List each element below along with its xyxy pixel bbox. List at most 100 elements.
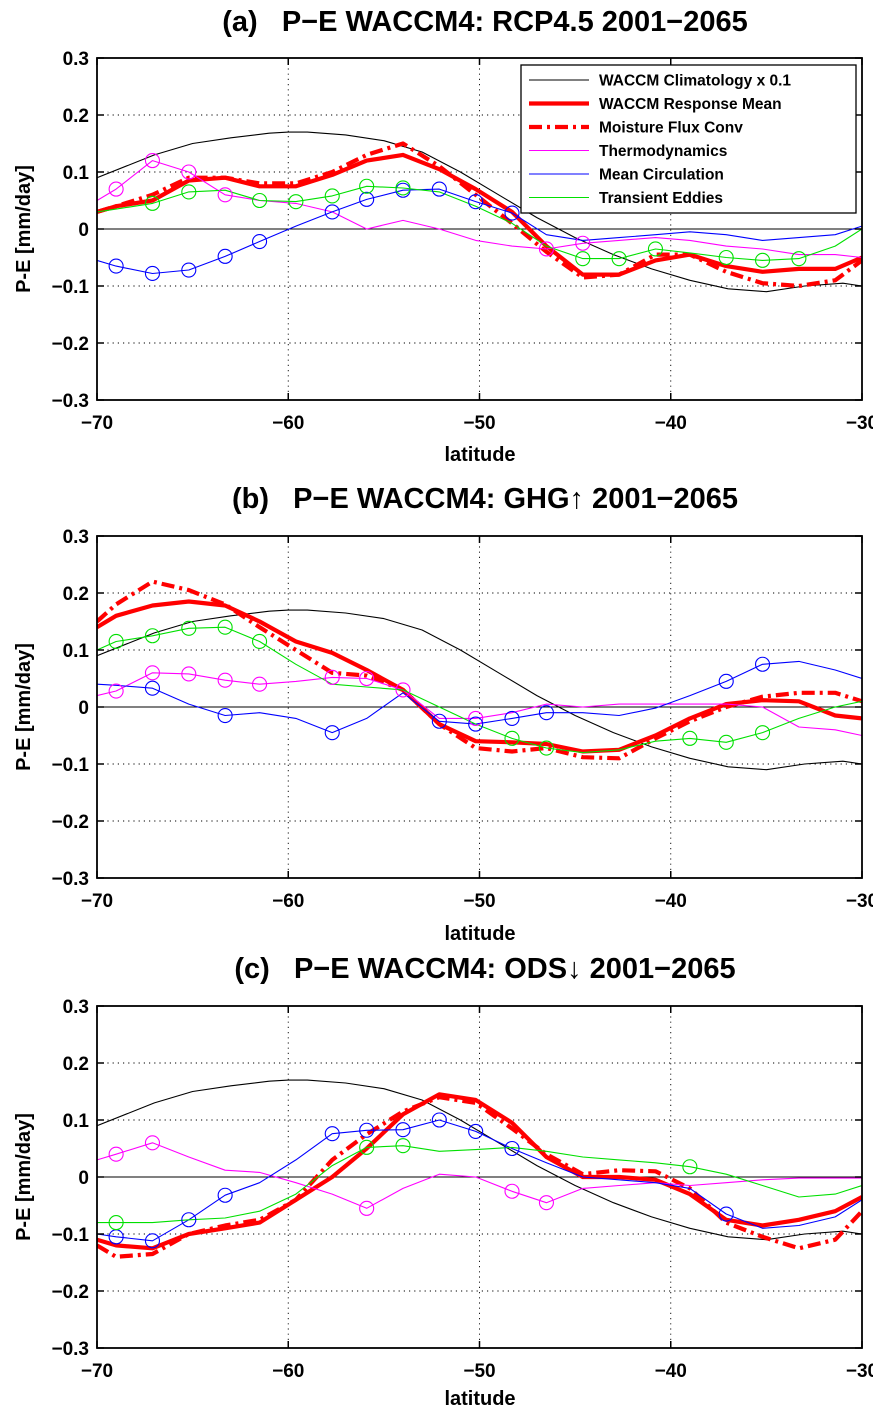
series-group — [97, 131, 862, 293]
y-tick-label: 0 — [78, 698, 89, 719]
marker-mean-circulation — [181, 1212, 197, 1228]
series-line-waccm-climatology-x-0-1 — [97, 1079, 862, 1241]
y-tick-label: 0.2 — [63, 1054, 89, 1075]
x-tick-label: −50 — [463, 891, 495, 912]
marker-mean-circulation — [324, 1126, 340, 1142]
panel-a-xlabel: latitude — [444, 444, 515, 466]
series-group — [97, 1079, 862, 1259]
marker-transient-eddies — [538, 740, 554, 756]
marker-mean-circulation — [395, 1122, 411, 1138]
marker-thermodynamics — [217, 187, 233, 203]
marker-mean-circulation — [252, 233, 268, 250]
marker-thermodynamics — [538, 241, 554, 257]
marker-thermodynamics — [359, 1200, 375, 1216]
marker-transient-eddies — [252, 192, 268, 209]
x-tick-label: −60 — [272, 891, 304, 912]
marker-mean-circulation — [431, 713, 447, 729]
y-tick-label: 0.3 — [63, 49, 89, 70]
y-tick-label: −0.3 — [51, 869, 89, 890]
marker-transient-eddies — [144, 628, 161, 644]
marker-mean-circulation — [718, 673, 734, 689]
marker-mean-circulation — [468, 194, 484, 210]
legend-label-transient-eddies: Transient Eddies — [599, 190, 723, 207]
marker-thermodynamics — [108, 181, 124, 197]
marker-transient-eddies — [108, 633, 124, 650]
y-tick-label: 0.3 — [63, 527, 89, 548]
marker-thermodynamics — [575, 235, 591, 251]
panel-c-ylabel: P-E [mm/day] — [13, 1113, 35, 1241]
marker-thermodynamics — [538, 1195, 554, 1211]
marker-mean-circulation — [359, 1122, 375, 1138]
marker-transient-eddies — [718, 734, 734, 750]
marker-mean-circulation — [468, 716, 484, 732]
panel-a: (a) P−E WACCM4: RCP4.5 2001−2065 P-E [mm… — [13, 6, 873, 466]
x-tick-label: −70 — [81, 1361, 113, 1382]
panel-c-xlabel: latitude — [444, 1388, 515, 1409]
marker-transient-eddies — [144, 195, 161, 211]
marker-mean-circulation — [324, 204, 340, 220]
panel-b-ylabel: P-E [mm/day] — [13, 643, 35, 771]
marker-mean-circulation — [144, 680, 161, 696]
y-tick-label: −0.2 — [51, 334, 89, 355]
series-line-transient-eddies — [97, 185, 862, 261]
marker-transient-eddies — [575, 251, 591, 267]
marker-mean-circulation — [468, 1123, 484, 1139]
x-tick-label: −30 — [846, 891, 873, 912]
series-line-waccm-climatology-x-0-1 — [97, 609, 862, 771]
marker-thermodynamics — [324, 669, 340, 685]
series-line-transient-eddies — [97, 1145, 862, 1224]
legend-box — [520, 64, 857, 214]
marker-transient-eddies — [395, 180, 411, 196]
panel-c: (c) P−E WACCM4: ODS↓ 2001−2065 P-E [mm/d… — [13, 953, 873, 1409]
y-tick-label: 0.1 — [63, 163, 90, 184]
series-group — [97, 579, 862, 771]
marker-transient-eddies — [791, 251, 807, 267]
marker-transient-eddies — [647, 241, 664, 257]
panel-b-title: (b) P−E WACCM4: GHG↑ 2001−2065 — [232, 483, 738, 515]
marker-mean-circulation — [754, 656, 771, 672]
marker-mean-circulation — [718, 1206, 734, 1222]
series-line-thermodynamics — [97, 672, 862, 737]
marker-thermodynamics — [108, 683, 124, 699]
marker-transient-eddies — [108, 1215, 124, 1231]
marker-thermodynamics — [181, 666, 197, 682]
marker-transient-eddies — [324, 188, 340, 204]
marker-transient-eddies — [718, 249, 734, 266]
x-tick-label: −30 — [846, 413, 873, 434]
y-tick-label: −0.3 — [51, 1339, 89, 1360]
panel-a-ylabel: P-E [mm/day] — [13, 165, 35, 293]
marker-thermodynamics — [144, 153, 161, 169]
x-tick-label: −40 — [655, 891, 687, 912]
marker-thermodynamics — [217, 672, 233, 688]
y-tick-label: 0 — [78, 1168, 89, 1189]
marker-transient-eddies — [181, 620, 197, 636]
marker-transient-eddies — [611, 251, 627, 267]
marker-transient-eddies — [181, 184, 197, 200]
marker-transient-eddies — [252, 633, 268, 650]
marker-thermodynamics — [504, 1183, 520, 1199]
marker-thermodynamics — [108, 1146, 124, 1162]
y-tick-label: 0.2 — [63, 584, 89, 605]
series-line-mean-circulation — [97, 1119, 862, 1242]
x-tick-label: −50 — [463, 413, 495, 434]
y-tick-label: −0.2 — [51, 812, 89, 833]
x-tick-label: −30 — [846, 1361, 873, 1382]
marker-thermodynamics — [144, 665, 161, 681]
marker-transient-eddies — [359, 1139, 375, 1155]
panel-c-title: (c) P−E WACCM4: ODS↓ 2001−2065 — [234, 953, 735, 985]
marker-mean-circulation — [217, 707, 233, 724]
marker-mean-circulation — [504, 205, 520, 221]
y-tick-label: −0.2 — [51, 1282, 89, 1303]
legend-label-waccm-climatology-x-0-1: WACCM Climatology x 0.1 — [599, 73, 791, 90]
series-line-moisture-flux-conv — [97, 1095, 862, 1259]
marker-thermodynamics — [181, 164, 197, 180]
y-tick-label: 0 — [78, 220, 89, 241]
marker-thermodynamics — [252, 676, 268, 692]
series-line-moisture-flux-conv — [97, 579, 862, 761]
legend-label-waccm-response-mean: WACCM Response Mean — [599, 96, 782, 113]
series-line-thermodynamics — [97, 1142, 862, 1209]
y-tick-label: 0.1 — [63, 641, 90, 662]
marker-transient-eddies — [217, 619, 233, 635]
y-tick-label: −0.1 — [51, 277, 89, 298]
panel-b-xlabel: latitude — [444, 923, 515, 945]
